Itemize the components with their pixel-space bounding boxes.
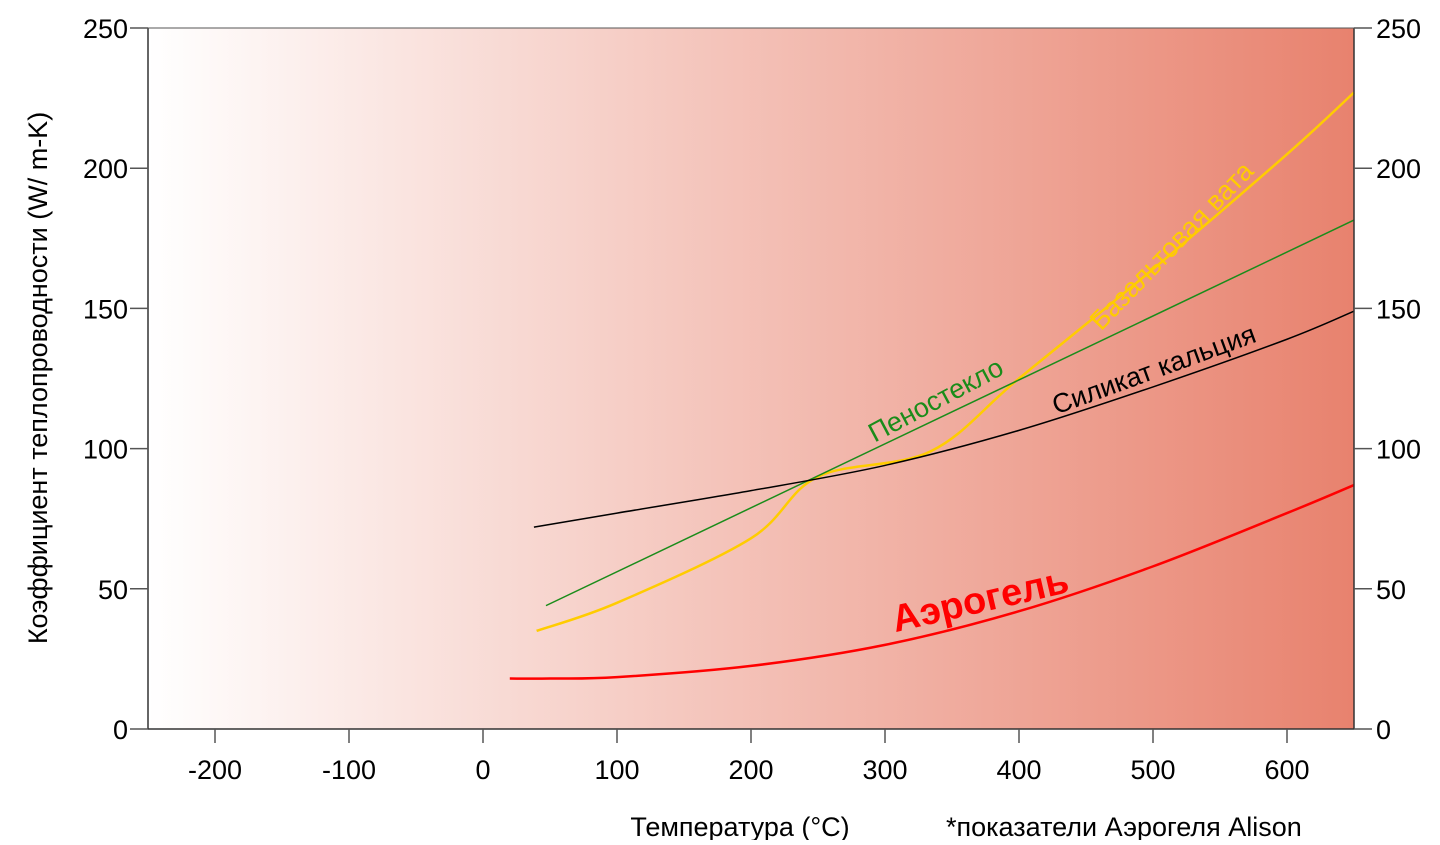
tick-labels: 0 0 50 50 100 100 150 150 200 200 250 250 -200 -100 0 1…: [83, 14, 1421, 785]
x-tick-label: 600: [1264, 755, 1309, 785]
plot-background: [148, 28, 1354, 729]
y-tick-label-left: 200: [83, 154, 128, 184]
series-line-2: [545, 219, 1355, 607]
y-tick-label-right: 0: [1376, 715, 1391, 745]
y-tick-label-left: 100: [83, 435, 128, 465]
y-tick-label-right: 200: [1376, 154, 1421, 184]
y-tick-label-right: 100: [1376, 435, 1421, 465]
footnote: *показатели Аэрогеля Alison: [946, 812, 1302, 840]
series-line-0: [509, 483, 1355, 680]
y-tick-label-left: 50: [98, 575, 128, 605]
x-tick-label: 200: [728, 755, 773, 785]
x-tick-label: -100: [322, 755, 376, 785]
x-tick-label: 300: [862, 755, 907, 785]
y-tick-label-right: 150: [1376, 294, 1421, 324]
x-tick-label: -200: [188, 755, 242, 785]
axes: [130, 27, 1372, 743]
y-tick-label-left: 150: [83, 294, 128, 324]
y-tick-label-right: 50: [1376, 575, 1406, 605]
y-axis-label: Коэффициент теплопроводности (W/ m-K): [23, 112, 53, 644]
series-layer: [509, 91, 1355, 680]
x-tick-label: 500: [1130, 755, 1175, 785]
y-tick-label-right: 250: [1376, 14, 1421, 44]
x-axis-label: Температура (°C): [630, 812, 849, 840]
x-tick-label: 0: [475, 755, 490, 785]
series-line-1: [536, 91, 1355, 633]
x-tick-label: 100: [594, 755, 639, 785]
y-tick-label-left: 250: [83, 14, 128, 44]
x-tick-label: 400: [996, 755, 1041, 785]
series-line-3: [533, 310, 1355, 528]
y-tick-label-left: 0: [113, 715, 128, 745]
